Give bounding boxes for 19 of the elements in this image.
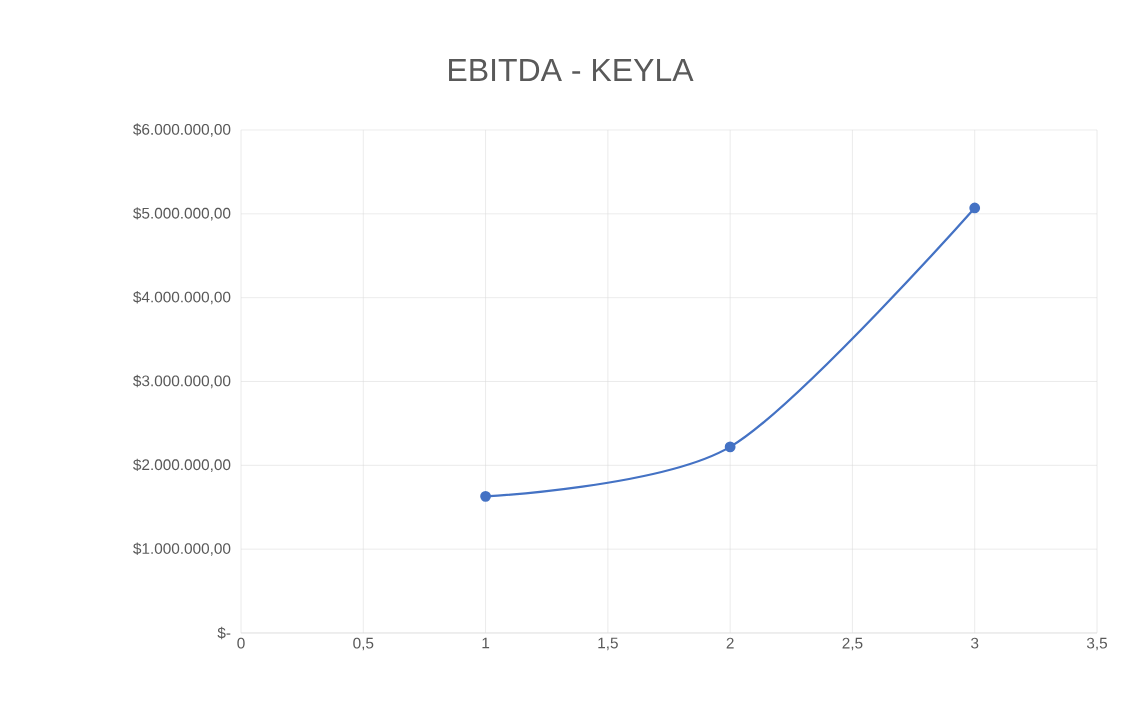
- chart-title: EBITDA - KEYLA: [449, 58, 694, 81]
- x-tick-label: 0: [237, 637, 245, 649]
- x-tick-label: 0,5: [353, 637, 374, 651]
- x-tick-label: 1,5: [598, 637, 618, 651]
- y-tick-label: $2.000.000,00: [133, 458, 231, 472]
- point: [969, 202, 981, 214]
- y-tick-label: $-: [217, 626, 231, 640]
- y-tick-label: $3.000.000,00: [133, 374, 231, 389]
- x-tick-label: 3: [971, 637, 979, 649]
- x-tick-label: 1: [482, 637, 490, 649]
- y-tick-label: $5.000.000,00: [133, 207, 231, 221]
- x-tick-label: 2: [726, 637, 734, 649]
- x-tick-label: 3,5: [1086, 637, 1108, 651]
- y-tick-label: $1.000.000,00: [133, 542, 231, 556]
- y-tick-label: $6.000.000,00: [133, 123, 231, 137]
- point: [480, 490, 491, 502]
- y-tick-label: $4.000.000,00: [133, 291, 231, 305]
- point: [724, 441, 736, 453]
- x-tick-label: 2,5: [842, 637, 863, 651]
